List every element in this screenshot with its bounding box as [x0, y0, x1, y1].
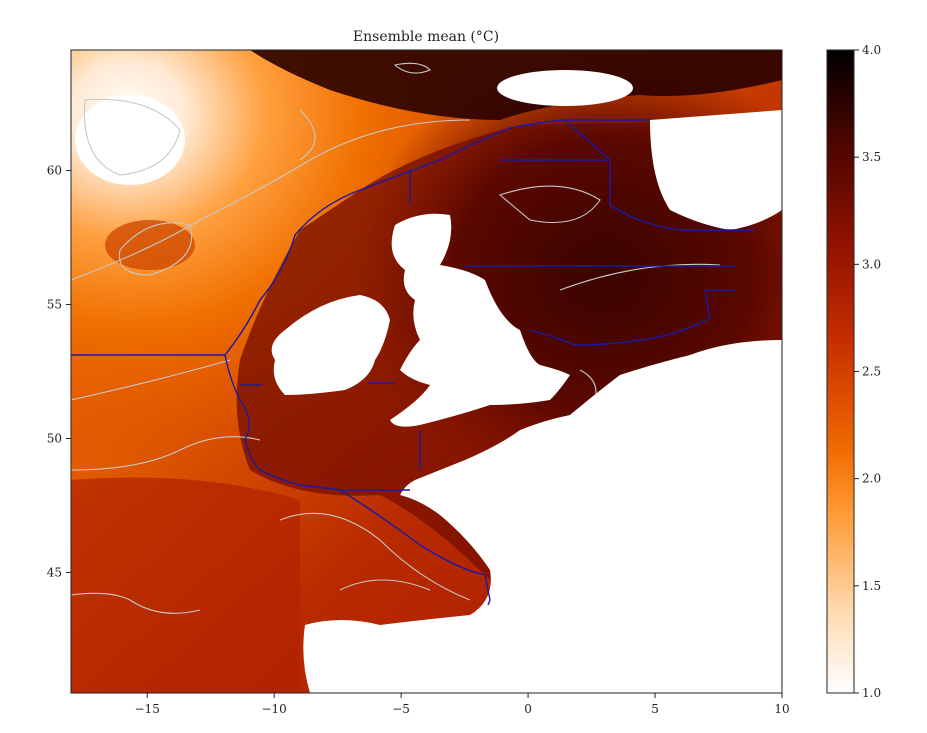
map-frame — [70, 49, 783, 694]
y-tick-label: 55 — [47, 298, 62, 312]
colorbar-tick-label: 2.5 — [862, 365, 881, 379]
x-axis: −15 −10 −5 0 5 10 — [135, 693, 790, 716]
warm-patch-west — [75, 95, 185, 185]
warm-patch-north — [497, 70, 633, 106]
y-tick-label: 50 — [47, 431, 62, 445]
x-tick-label: −5 — [392, 702, 410, 716]
southwest-field — [71, 477, 300, 693]
x-tick-label: 0 — [524, 702, 532, 716]
contour-lines — [71, 62, 721, 614]
colorbar-tick-label: 3.5 — [862, 150, 881, 164]
y-tick-label: 60 — [47, 164, 62, 178]
land-great-britain — [390, 213, 570, 427]
y-axis: 45 50 55 60 — [47, 164, 71, 579]
y-tick-label: 45 — [47, 565, 62, 579]
x-tick-label: −15 — [135, 702, 160, 716]
land-ireland — [271, 295, 390, 395]
colorbar-tick-label: 1.0 — [862, 686, 881, 700]
x-tick-label: 5 — [651, 702, 659, 716]
colorbar — [826, 49, 855, 694]
map-panel — [71, 50, 782, 693]
land-masses — [271, 110, 782, 693]
region-boundaries — [71, 119, 755, 606]
colorbar-tick-label: 4.0 — [862, 43, 881, 57]
colorbar-tick-label: 3.0 — [862, 257, 881, 271]
x-tick-label: −10 — [261, 702, 286, 716]
colorbar-tick-label: 1.5 — [862, 579, 881, 593]
plot-title: Ensemble mean (°C) — [353, 29, 499, 45]
colorbar-axis: 1.0 1.5 2.0 2.5 3.0 3.5 4.0 — [854, 43, 881, 700]
land-continent — [303, 340, 782, 693]
colorbar-tick-label: 2.0 — [862, 472, 881, 486]
x-tick-label: 10 — [774, 702, 789, 716]
land-norway — [650, 110, 782, 230]
